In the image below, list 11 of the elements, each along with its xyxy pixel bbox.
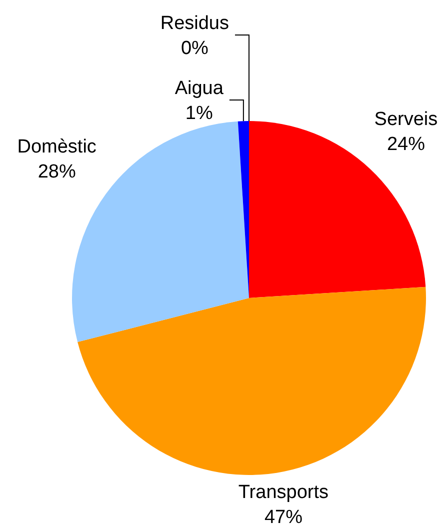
text: 0% (180, 38, 208, 60)
data-label: 47% (264, 507, 303, 528)
slice-label: Transports (238, 482, 329, 504)
data-label: 28% (38, 162, 76, 183)
slice-label: Serveis (374, 109, 438, 130)
slice-label: Aigua (174, 78, 224, 100)
data-label: 24% (386, 134, 426, 155)
slice-label: Domèstic (17, 136, 96, 158)
pie-slice (78, 286, 426, 475)
data-label: 1% (185, 103, 213, 124)
category-label: Residus (160, 13, 230, 34)
